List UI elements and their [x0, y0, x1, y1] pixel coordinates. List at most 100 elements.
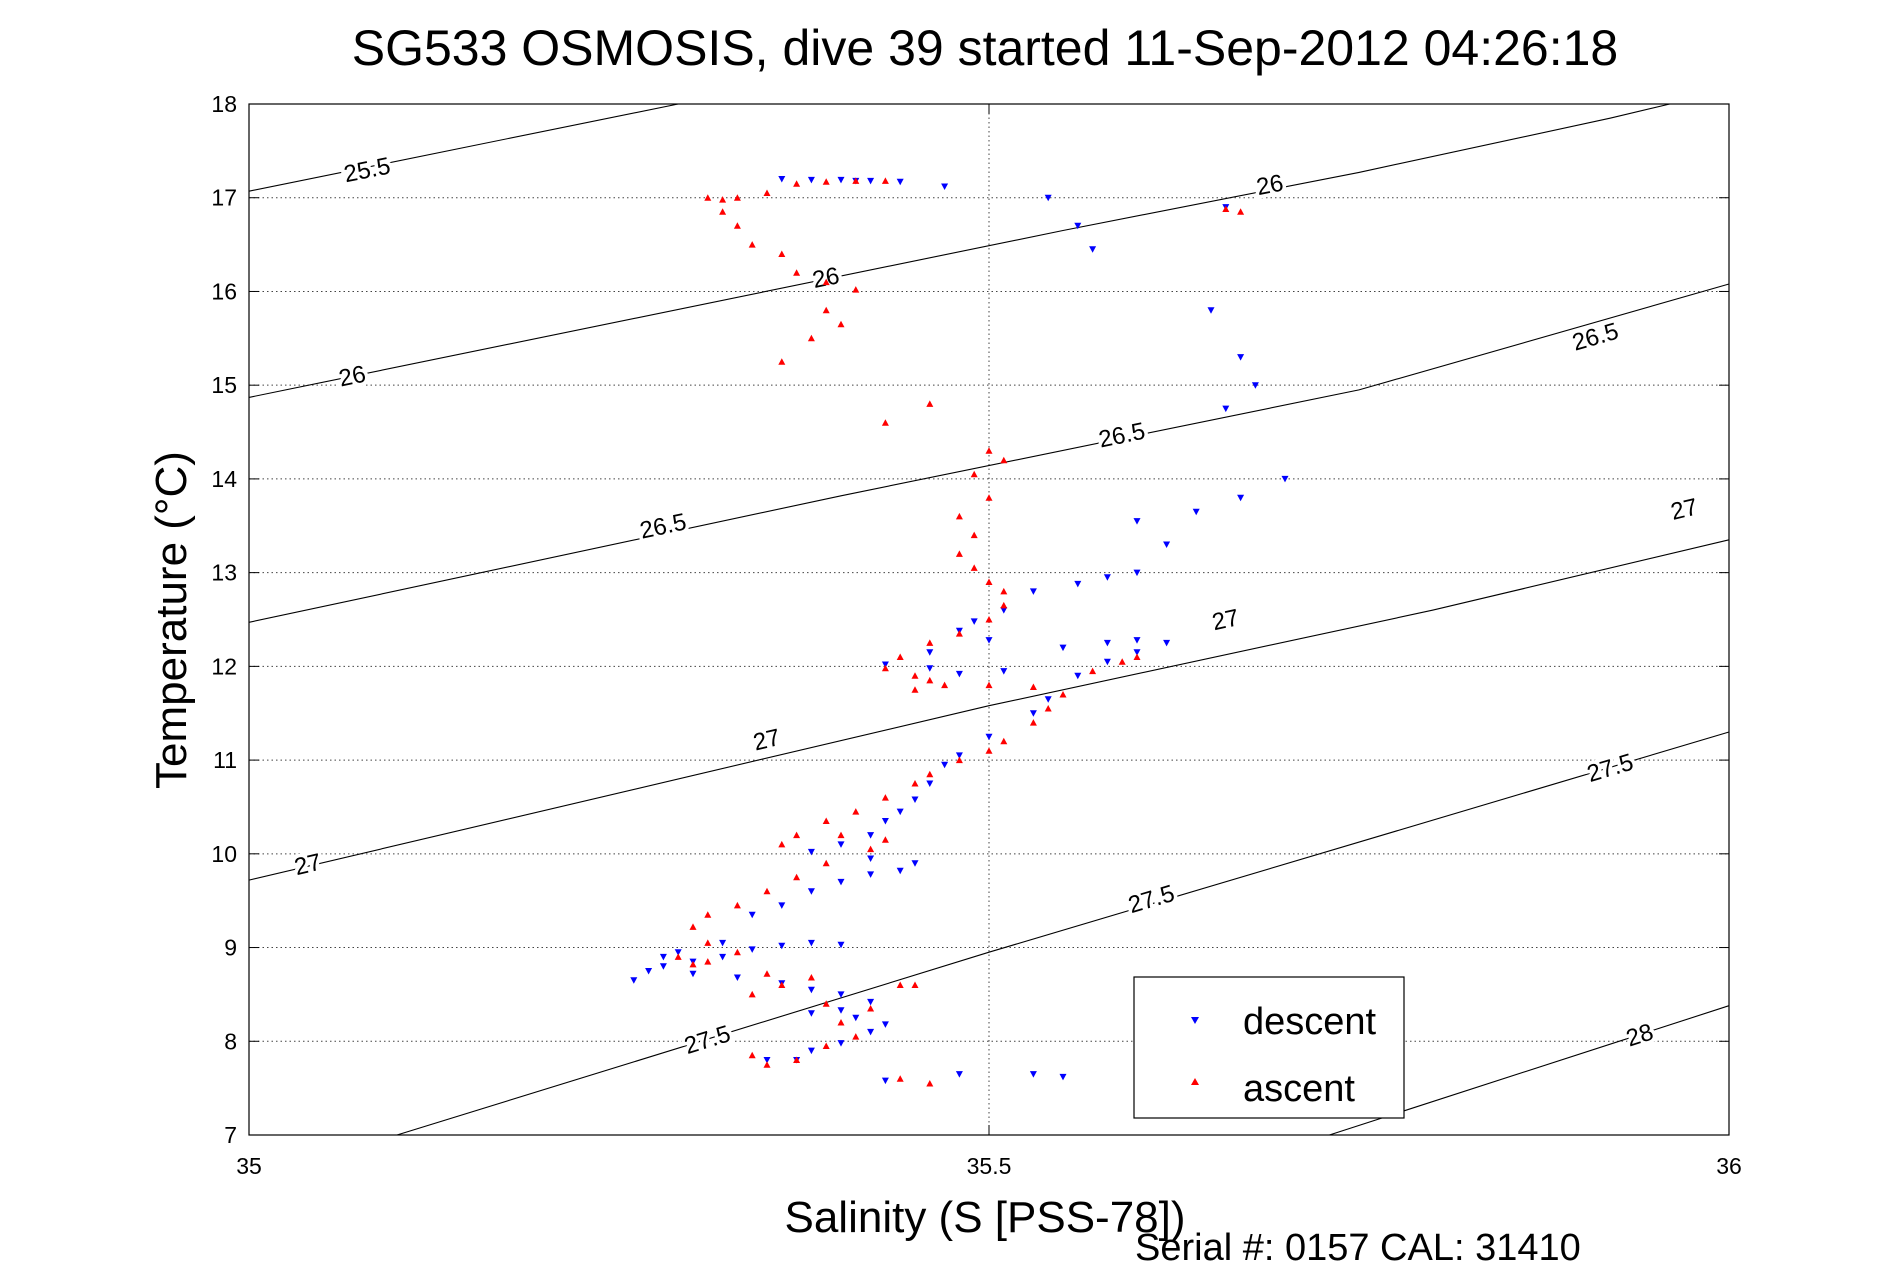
ascent-point	[689, 923, 697, 930]
descent-point	[1237, 494, 1245, 502]
ascent-point	[881, 836, 889, 843]
y-tick-label: 10	[211, 841, 237, 867]
descent-point	[1133, 569, 1141, 577]
descent-point	[1074, 222, 1082, 230]
descent-point	[837, 878, 845, 886]
y-tick-label: 15	[211, 372, 237, 398]
ascent-point	[793, 831, 801, 839]
ascent-point	[852, 177, 860, 184]
descent-point	[748, 911, 756, 919]
ascent-point	[793, 269, 801, 276]
ascent-point	[748, 990, 756, 998]
y-tick-label: 12	[211, 653, 237, 679]
ascent-point	[926, 400, 934, 407]
ascent-point	[926, 676, 934, 684]
descent-point	[1029, 1071, 1037, 1078]
descent-point	[837, 176, 845, 184]
ascent-point	[881, 419, 889, 426]
x-tick-label: 35.5	[967, 1153, 1012, 1179]
descent-point	[689, 970, 697, 978]
ascent-point	[733, 948, 741, 956]
ascent-point	[985, 447, 993, 454]
ascent-point	[970, 470, 978, 478]
y-tick-label: 13	[211, 560, 237, 586]
descent-point	[837, 1007, 845, 1014]
descent-point	[837, 841, 845, 848]
y-tick-label: 14	[211, 466, 237, 492]
descent-point	[1000, 668, 1008, 675]
descent-point	[807, 1047, 815, 1055]
ascent-point	[1059, 691, 1067, 698]
ascent-point	[719, 208, 727, 215]
descent-point	[1029, 710, 1037, 717]
ascent-point	[837, 831, 845, 839]
density-contour-line	[396, 731, 1730, 1136]
density-contour-label: 27	[1210, 604, 1242, 636]
ascent-point	[733, 901, 741, 909]
ascent-point	[733, 194, 741, 201]
descent-point	[985, 637, 993, 644]
ascent-point	[689, 960, 697, 968]
ascent-point	[911, 780, 919, 787]
ascent-point	[881, 177, 889, 184]
descent-point	[807, 176, 815, 184]
descent-point	[867, 871, 875, 878]
density-contour-label: 26	[810, 262, 842, 294]
y-tick-label: 8	[224, 1028, 237, 1054]
ascent-point	[778, 358, 786, 365]
ascent-point	[1000, 456, 1008, 464]
ascent-point	[911, 672, 919, 679]
descent-point	[807, 888, 815, 895]
descent-point	[955, 1071, 963, 1078]
descent-point	[896, 867, 904, 875]
legend-marker-descent	[1191, 1017, 1199, 1024]
descent-point	[955, 670, 963, 678]
ascent-point	[1237, 208, 1245, 215]
legend-label-descent: descent	[1243, 1001, 1377, 1043]
ascent-point	[1118, 658, 1126, 665]
axis-ticks	[248, 103, 1730, 1136]
descent-point	[807, 1010, 815, 1017]
legend: descent ascent	[1133, 976, 1405, 1119]
y-tick-label: 9	[224, 935, 237, 961]
ascent-point	[793, 180, 801, 187]
ascent-point	[1044, 705, 1052, 712]
ascent-point	[1029, 683, 1037, 690]
legend-box	[1133, 976, 1405, 1119]
ascent-point	[896, 981, 904, 988]
footer-serial-cal: Serial #: 0157 CAL: 31410	[1135, 1227, 1581, 1262]
y-tick-label: 18	[211, 91, 237, 117]
descent-point	[719, 953, 727, 961]
descent-point	[941, 761, 949, 769]
x-axis-label: Salinity (S [PSS-78])	[784, 1193, 1185, 1242]
density-contour-line	[248, 103, 1670, 398]
ascent-point	[852, 1033, 860, 1040]
ascent-point	[822, 1042, 830, 1049]
ascent-point	[793, 873, 801, 881]
descent-point	[837, 941, 845, 949]
ascent-point	[763, 1061, 771, 1068]
ascent-point	[881, 794, 889, 801]
ascent-point	[1089, 667, 1097, 675]
ascent-point	[985, 494, 993, 501]
ascent-point	[896, 653, 904, 660]
ascent-point	[926, 1080, 934, 1087]
x-tick-label: 35	[236, 1153, 262, 1179]
ascent-point	[1133, 653, 1141, 660]
ascent-point	[719, 196, 727, 203]
descent-point	[1000, 607, 1008, 614]
ascent-point	[926, 770, 934, 778]
descent-point	[955, 752, 963, 759]
descent-point	[1207, 307, 1215, 314]
descent-point	[867, 855, 875, 862]
ascent-point	[704, 939, 712, 946]
descent-point	[748, 946, 756, 953]
ascent-point	[822, 1000, 830, 1007]
ascent-point	[837, 320, 845, 328]
descent-point	[1133, 637, 1141, 644]
descent-point	[852, 1014, 860, 1022]
ascent-point	[852, 286, 860, 293]
ascent-point	[867, 845, 875, 853]
descent-point	[941, 183, 949, 190]
ascent-point	[704, 911, 712, 918]
